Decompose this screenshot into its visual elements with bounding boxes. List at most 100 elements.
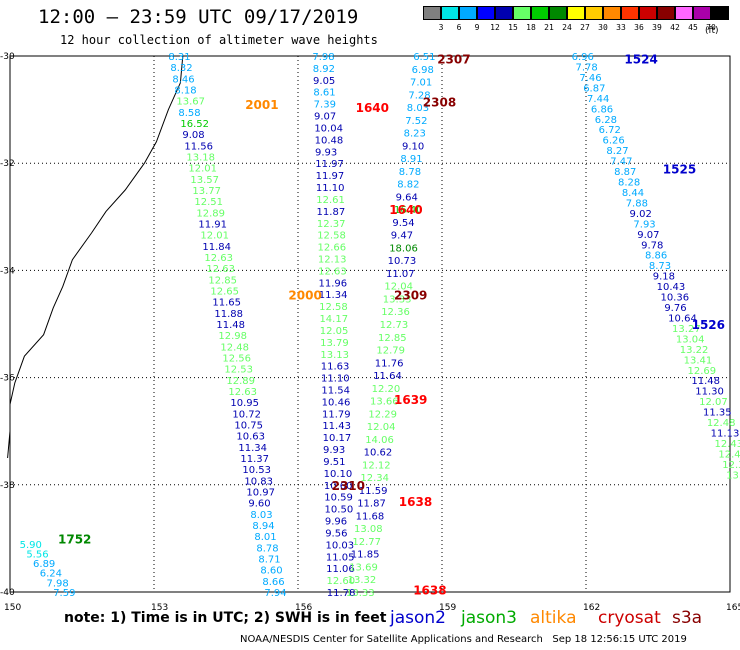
time-tag: 2000	[288, 289, 321, 303]
swh-value: 11.13	[711, 429, 740, 440]
swh-value: 11.78	[327, 588, 356, 599]
swh-value: 10.17	[323, 433, 352, 444]
swh-value: 8.73	[649, 261, 671, 272]
swh-value: 12.53	[224, 365, 253, 376]
coastline	[7, 55, 184, 459]
swh-value: 12.01	[200, 231, 229, 242]
swh-value: 11.07	[386, 269, 415, 280]
swh-value: 6.24	[40, 569, 62, 580]
swh-value: 11.88	[214, 309, 243, 320]
swh-value: 10.43	[657, 282, 686, 293]
swh-value: 6.89	[33, 559, 55, 570]
swh-value: 8.60	[260, 566, 282, 577]
swh-value: 11.43	[322, 421, 351, 432]
legend-label: 24	[562, 23, 572, 32]
swh-value: 12.58	[319, 302, 348, 313]
swh-value: 11.84	[202, 242, 231, 253]
swh-value: 11.79	[322, 409, 351, 420]
swh-value: 7.01	[410, 78, 432, 89]
swh-value: 13.22	[680, 345, 709, 356]
legend-swatch	[441, 6, 459, 20]
swh-value: 12.66	[318, 243, 347, 254]
legend-swatch	[513, 6, 531, 20]
time-tag: 2309	[394, 289, 427, 303]
swh-value: 6.72	[599, 125, 621, 136]
swh-value: 8.03	[407, 103, 429, 114]
swh-value: 13.13	[320, 350, 349, 361]
time-tag: 1524	[624, 53, 657, 67]
swh-value: 11.37	[240, 454, 269, 465]
swh-value: 8.71	[258, 555, 280, 566]
swh-value: 14.06	[365, 435, 394, 446]
legend-label: 9	[474, 23, 480, 32]
swh-value: 11.34	[238, 443, 267, 454]
legend-swatch	[693, 6, 711, 20]
lon-tick-label: 156	[295, 603, 312, 613]
swh-value: 6.96	[572, 52, 594, 63]
swh-value: 9.08	[182, 130, 204, 141]
swh-value: 12.63	[204, 253, 233, 264]
swh-value: 8.87	[614, 167, 636, 178]
swh-value: 7.44	[587, 94, 609, 105]
satellite-label: s3a	[672, 608, 703, 628]
swh-value: 6.87	[583, 83, 605, 94]
swh-value: 11.48	[216, 320, 245, 331]
swh-value: 12.63	[228, 387, 257, 398]
legend-swatch	[477, 6, 495, 20]
swh-value: 12.13	[318, 254, 347, 265]
swh-value: 10.64	[668, 313, 697, 324]
swh-value: 12.37	[317, 219, 346, 230]
swh-value: 10.63	[236, 432, 265, 443]
swh-value: 6.86	[591, 104, 613, 115]
swh-value: 7.59	[53, 588, 75, 599]
legend-label: 30	[598, 23, 608, 32]
swh-value: 9.10	[402, 141, 424, 152]
legend-label: 42	[670, 23, 680, 32]
swh-value: 8.78	[256, 543, 278, 554]
swh-value: 12.89	[226, 376, 255, 387]
swh-value: 10.48	[315, 135, 344, 146]
swh-value: 8.27	[606, 146, 628, 157]
swh-value: 12.69	[688, 366, 717, 377]
map-frame	[9, 55, 731, 593]
satellite-label: cryosat	[598, 608, 661, 628]
swh-value: 7.98	[312, 52, 334, 63]
swh-value: 13.77	[192, 186, 221, 197]
swh-value: 11.97	[316, 171, 345, 182]
legend-swatch	[711, 6, 729, 20]
satellite-label: jason2	[390, 608, 446, 628]
swh-value: 10.97	[246, 488, 275, 499]
swh-value: 6.26	[603, 136, 625, 147]
swh-value: 9.07	[314, 112, 336, 123]
legend-swatch	[639, 6, 657, 20]
time-tag: 1638	[399, 495, 432, 509]
legend-label: 6	[456, 23, 462, 32]
swh-value: 8.18	[174, 86, 196, 97]
swh-value: 11.10	[316, 183, 345, 194]
swh-value: 18.06	[389, 243, 418, 254]
time-tag: 1752	[58, 532, 91, 546]
legend-label: 27	[580, 23, 590, 32]
lon-tick-label: 162	[583, 603, 600, 613]
swh-value: 8.66	[262, 577, 284, 588]
swh-value: 8.32	[170, 63, 192, 74]
swh-value: 12.51	[194, 197, 223, 208]
swh-value: 9.18	[653, 272, 675, 283]
time-tag: 1640	[389, 203, 422, 217]
swh-value: 10.95	[230, 398, 259, 409]
swh-value: 8.94	[252, 521, 274, 532]
swh-value: 11.35	[703, 408, 732, 419]
swh-value: 13.33	[346, 588, 375, 599]
swh-value: 12.07	[699, 397, 728, 408]
swh-value: 12.36	[722, 460, 740, 471]
swh-value: 13.66	[370, 397, 399, 408]
swh-value: 12.63	[318, 266, 347, 277]
legend-swatch	[495, 6, 513, 20]
swh-value: 9.60	[248, 499, 270, 510]
swh-value: 9.64	[396, 192, 418, 203]
swh-value: 8.82	[397, 180, 419, 191]
swh-value: 11.91	[198, 220, 227, 231]
swh-value: 10.83	[244, 476, 273, 487]
swh-value: 12.73	[380, 320, 409, 331]
swh-value: 12.04	[384, 282, 413, 293]
